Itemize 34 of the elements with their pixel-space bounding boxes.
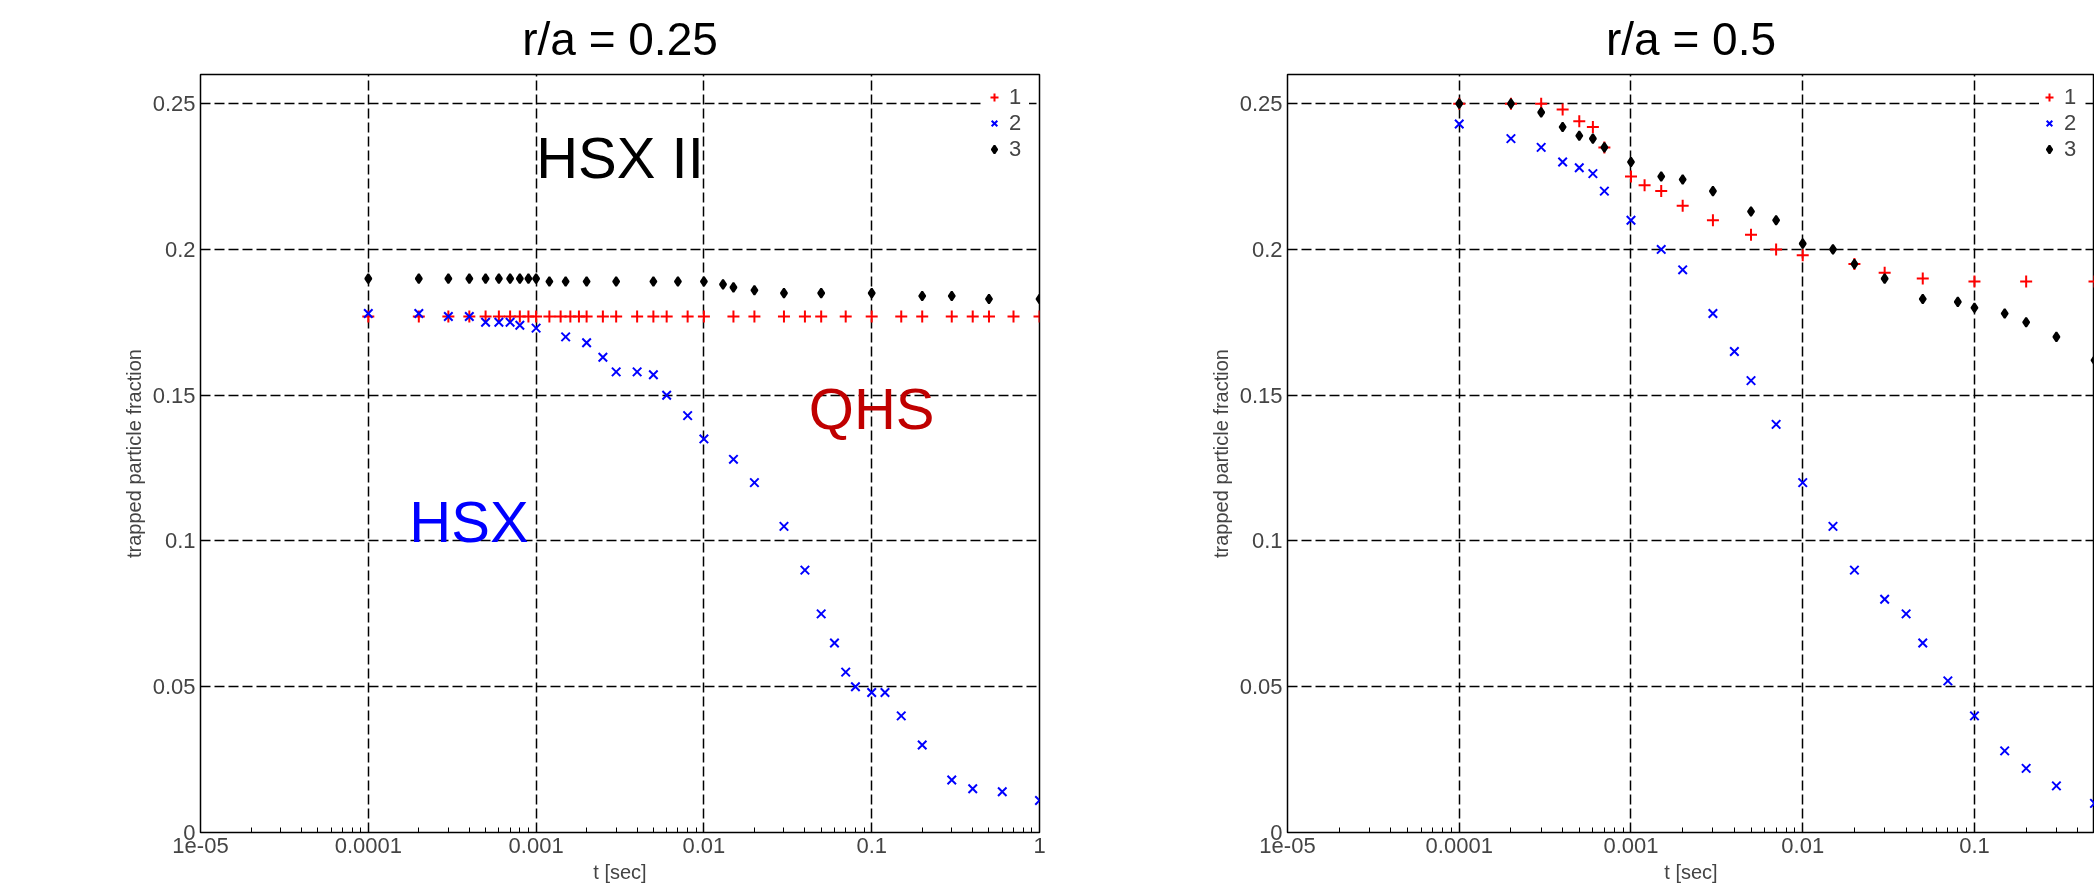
annotation: HSX II: [536, 125, 704, 191]
x-tick-label: 0.1: [856, 832, 887, 858]
y-tick-label: 0.15: [1239, 382, 1283, 408]
x-tick-label: 0.001: [508, 832, 564, 858]
legend-label: 2: [1009, 110, 1023, 136]
y-tick-label: 0.2: [1251, 236, 1283, 262]
legend-label: 1: [2064, 84, 2078, 110]
x-tick-label: 0.001: [1603, 832, 1659, 858]
y-tick-label: 0.2: [164, 236, 196, 262]
legend-label: 2: [2064, 110, 2078, 136]
x-tick-label: 0.01: [1781, 832, 1825, 858]
x-axis-title: t [sec]: [593, 860, 647, 883]
x-axis-title: t [sec]: [1664, 860, 1718, 883]
y-tick-label: 0.05: [152, 674, 196, 700]
chart-title: r/a = 0.5: [1605, 12, 1777, 65]
y-tick-label: 0.15: [152, 382, 196, 408]
legend-label: 3: [1009, 136, 1023, 162]
chart-title: r/a = 0.25: [522, 12, 718, 65]
legend-label: 3: [2064, 136, 2078, 162]
y-tick-label: 0.25: [152, 91, 196, 117]
y-axis-title: trapped particle fraction: [122, 348, 145, 558]
annotation: HSX: [409, 489, 529, 555]
x-tick-label: 0.01: [682, 832, 726, 858]
annotation: QHS: [808, 375, 935, 441]
legend-label: 1: [1009, 84, 1023, 110]
x-tick-label: 0.0001: [334, 832, 402, 858]
x-tick-label: 1: [1033, 832, 1046, 858]
y-tick-label: 0.25: [1239, 91, 1283, 117]
x-tick-label: 0.1: [1959, 832, 1990, 858]
y-tick-label: 0.1: [1251, 528, 1283, 554]
y-axis-title: trapped particle fraction: [1209, 348, 1232, 558]
y-tick-label: 0.05: [1239, 674, 1283, 700]
y-tick-label: 0.1: [164, 528, 196, 554]
x-tick-label: 0.0001: [1425, 832, 1493, 858]
